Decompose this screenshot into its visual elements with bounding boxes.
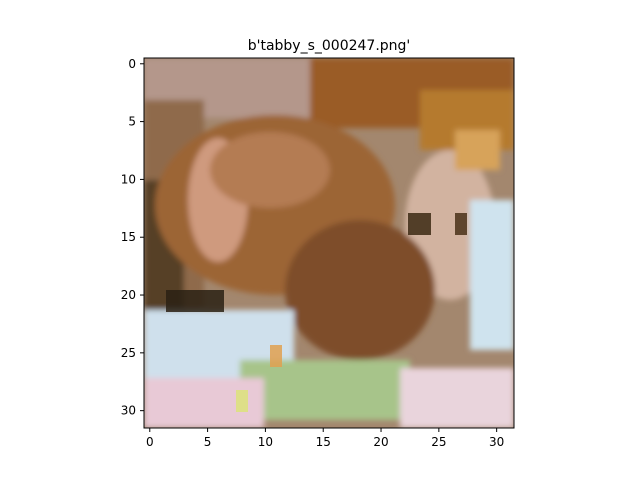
x-tick-label: 30: [489, 435, 504, 449]
image-region: [400, 368, 514, 428]
y-tick-label: 5: [128, 115, 136, 129]
image-region: [285, 220, 435, 360]
cat-image: [144, 58, 514, 428]
figure-title: b'tabby_s_000247.png': [248, 38, 411, 54]
image-region: [210, 132, 330, 208]
y-tick-label: 0: [128, 57, 136, 71]
y-axis: 0 5 10 15 20 25 30: [121, 57, 144, 418]
y-tick-label: 15: [121, 230, 136, 244]
image-pixel: [408, 213, 431, 235]
image-details: [166, 213, 467, 412]
image-pixel: [236, 390, 248, 412]
image-pixel: [270, 345, 282, 367]
image-region: [240, 360, 410, 420]
y-tick-label: 30: [121, 404, 136, 418]
plot-frame: [143, 57, 515, 429]
y-tick-label: 20: [121, 288, 136, 302]
image-region: [455, 130, 500, 170]
x-axis: 0 5 10 15 20 25 30: [146, 428, 504, 449]
image-pixel: [166, 290, 224, 312]
x-tick-label: 0: [146, 435, 154, 449]
x-tick-label: 25: [431, 435, 446, 449]
x-tick-label: 15: [316, 435, 331, 449]
x-tick-label: 10: [258, 435, 273, 449]
image-pixel: [455, 213, 467, 235]
y-tick-label: 10: [121, 172, 136, 186]
y-tick-label: 25: [121, 346, 136, 360]
image-region: [470, 200, 514, 350]
x-tick-label: 5: [204, 435, 212, 449]
image-blocks: [144, 58, 514, 428]
x-tick-label: 20: [373, 435, 388, 449]
